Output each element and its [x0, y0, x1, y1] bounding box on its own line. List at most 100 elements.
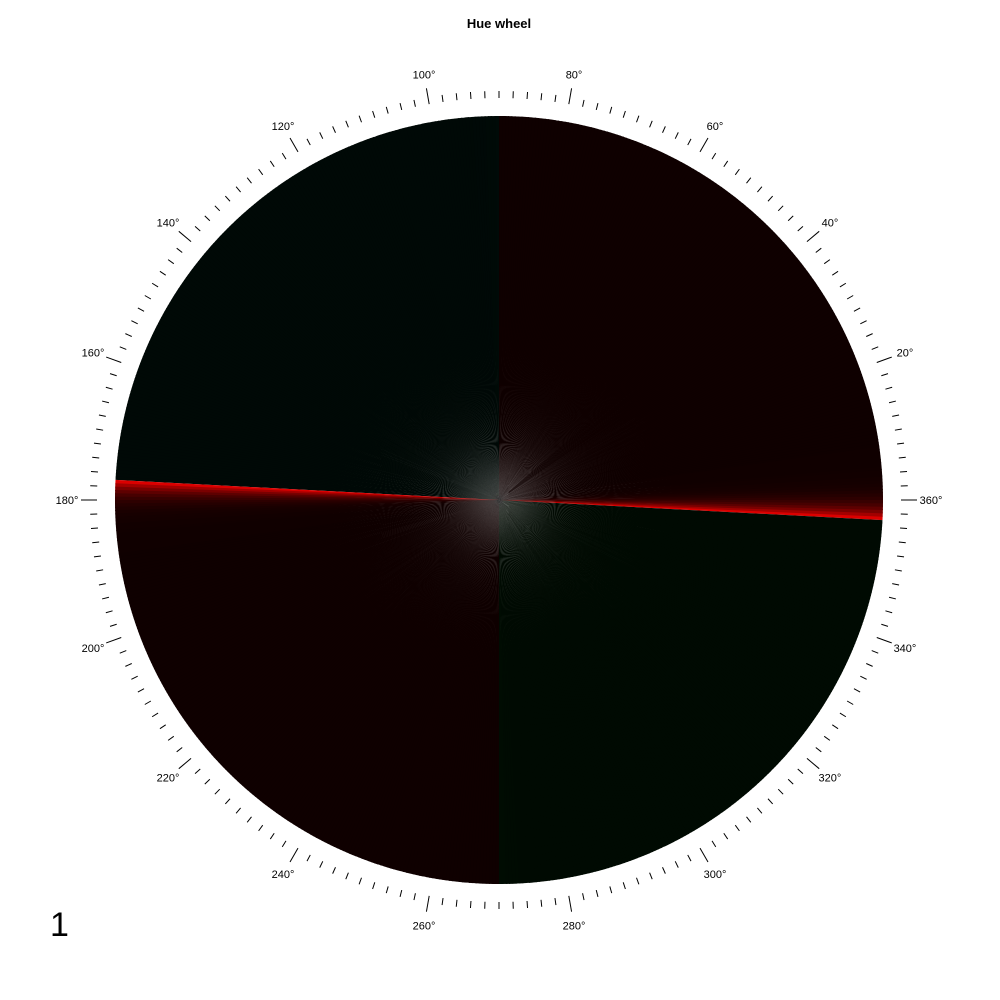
minor-tick: [92, 456, 100, 459]
wheel-wedge: [204, 250, 499, 500]
wheel-wedge: [168, 500, 499, 699]
wheel-wedge: [499, 500, 857, 644]
wheel-wedge: [298, 500, 499, 830]
wheel-wedge: [265, 500, 499, 808]
wheel-wedge: [120, 430, 499, 500]
wheel-wedge: [499, 116, 530, 501]
minor-tick: [674, 132, 679, 139]
wheel-wedge: [499, 252, 796, 500]
wheel-wedge: [499, 500, 883, 514]
wheel-wedge: [499, 128, 602, 500]
wheel-wedge: [499, 500, 742, 801]
major-tick: [425, 88, 430, 105]
wheel-wedge: [499, 304, 832, 500]
wheel-wedge: [499, 500, 883, 507]
wheel-wedge: [499, 129, 605, 500]
wheel-wedge: [116, 463, 500, 500]
wheel-wedge: [150, 334, 500, 500]
wheel-wedge: [499, 500, 715, 821]
minor-tick: [540, 899, 543, 907]
wheel-wedge: [485, 500, 499, 884]
wheel-wedge: [499, 500, 689, 836]
major-tick: [699, 847, 709, 863]
wheel-wedge: [499, 500, 729, 811]
wheel-wedge: [247, 500, 499, 793]
wheel-wedge: [448, 500, 499, 882]
wheel-wedge: [499, 500, 861, 635]
wheel-wedge: [468, 500, 499, 884]
wheel-wedge: [499, 116, 523, 500]
major-tick: [289, 847, 299, 863]
minor-tick: [866, 333, 873, 337]
wheel-wedge: [499, 500, 858, 641]
wheel-wedge: [499, 158, 680, 501]
wheel-wedge: [499, 500, 842, 678]
wheel-wedge: [133, 378, 500, 500]
wheel-wedge: [499, 154, 671, 501]
wheel-wedge: [191, 266, 499, 500]
wheel-wedge: [499, 500, 813, 726]
minor-tick: [687, 138, 692, 146]
wheel-wedge: [499, 500, 879, 564]
minor-tick: [860, 320, 867, 325]
wheel-wedge: [499, 500, 709, 824]
minor-tick: [711, 840, 717, 848]
minor-tick: [345, 872, 349, 880]
wheel-wedge: [115, 479, 499, 500]
wheel-wedge: [237, 500, 500, 784]
wheel-wedge: [249, 500, 499, 795]
wheel-wedge: [142, 353, 499, 500]
wheel-wedge: [499, 213, 759, 500]
minor-tick: [815, 747, 822, 753]
wheel-wedge: [499, 203, 746, 500]
wheel-wedge: [499, 500, 876, 580]
wheel-wedge: [254, 500, 499, 800]
wheel-wedge: [187, 271, 499, 500]
wheel-wedge: [499, 500, 803, 740]
wheel-wedge: [166, 500, 499, 696]
minor-tick: [92, 541, 100, 544]
wheel-wedge: [499, 500, 783, 762]
wheel-wedge: [342, 500, 499, 853]
wheel-wedge: [180, 500, 499, 719]
wheel-wedge: [499, 500, 792, 752]
wheel-wedge: [499, 500, 767, 779]
minor-tick: [214, 205, 221, 212]
minor-tick: [897, 442, 905, 445]
minor-tick: [871, 346, 879, 350]
wheel-wedge: [499, 125, 589, 501]
minor-tick: [98, 414, 106, 417]
minor-tick: [554, 94, 557, 102]
wheel-wedge: [175, 500, 499, 710]
wheel-wedge: [499, 500, 827, 704]
wheel-wedge: [406, 500, 499, 874]
wheel-wedge: [499, 500, 698, 831]
wheel-wedge: [499, 500, 872, 600]
wheel-wedge: [499, 146, 653, 500]
wheel-wedge: [131, 384, 500, 500]
wheel-wedge: [386, 500, 499, 869]
wheel-wedge: [117, 449, 500, 500]
wheel-wedge: [283, 179, 499, 501]
wheel-wedge: [499, 237, 783, 500]
wheel-wedge: [277, 183, 499, 501]
minor-tick: [797, 768, 804, 775]
wheel-wedge: [402, 500, 499, 873]
wheel-wedge: [499, 500, 687, 838]
wheel-wedge: [499, 121, 566, 500]
wheel-wedge: [126, 400, 499, 500]
wheel-wedge: [415, 500, 499, 876]
wheel-wedge: [186, 500, 499, 727]
minor-tick: [582, 99, 585, 107]
wheel-wedge: [383, 500, 499, 868]
minor-tick: [734, 824, 740, 832]
wheel-wedge: [198, 500, 500, 743]
wheel-wedge: [396, 500, 499, 872]
wheel-wedge: [281, 500, 499, 819]
wheel-wedge: [422, 500, 499, 878]
wheel-wedge: [499, 234, 780, 500]
wheel-wedge: [222, 500, 499, 770]
angle-tick-label: 60°: [707, 121, 724, 133]
wheel-wedge: [159, 316, 500, 500]
